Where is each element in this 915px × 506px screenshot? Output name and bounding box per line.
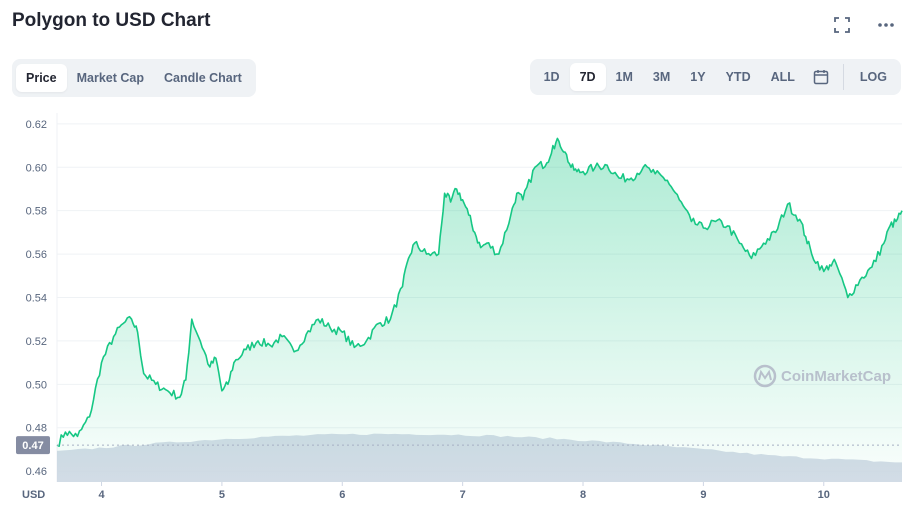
y-tick-label: 0.46	[26, 466, 47, 478]
tab-price[interactable]: Price	[16, 64, 67, 92]
watermark-text: CoinMarketCap	[781, 368, 891, 385]
time-range-tabs: 1D 7D 1M 3M 1Y YTD ALL LOG	[529, 59, 901, 95]
more-icon[interactable]	[875, 14, 897, 36]
tab-candle-chart[interactable]: Candle Chart	[163, 71, 242, 85]
range-1y[interactable]: 1Y	[690, 70, 706, 84]
y-tick-label: 0.58	[26, 206, 47, 218]
x-tick-label: 9	[700, 489, 706, 501]
y-tick-label: 0.50	[26, 379, 47, 391]
log-scale-toggle[interactable]: LOG	[859, 70, 887, 84]
y-tick-label: 0.60	[26, 162, 47, 174]
y-tick-label: 0.62	[26, 119, 47, 131]
range-ytd[interactable]: YTD	[725, 70, 751, 84]
range-3m[interactable]: 3M	[652, 70, 671, 84]
calendar-icon[interactable]	[805, 63, 837, 91]
y-tick-label: 0.52	[26, 336, 47, 348]
x-tick-label: 6	[339, 489, 345, 501]
x-tick-label: 4	[98, 489, 105, 501]
x-tick-label: 8	[580, 489, 586, 501]
x-tick-label: 7	[460, 489, 466, 501]
x-tick-label: 5	[219, 489, 225, 501]
y-tick-label: 0.48	[26, 423, 47, 435]
range-1d[interactable]: 1D	[543, 70, 560, 84]
range-7d[interactable]: 7D	[569, 63, 606, 91]
price-area-fill	[57, 138, 902, 482]
y-axis-label: USD	[22, 489, 45, 501]
current-price-badge-label: 0.47	[22, 440, 43, 452]
page-title: Polygon to USD Chart	[12, 10, 211, 31]
price-line	[56, 137, 903, 447]
range-1m[interactable]: 1M	[615, 70, 633, 84]
chart-toolbar-icons	[831, 14, 897, 36]
x-tick-label: 10	[818, 489, 830, 501]
chart-view-tabs: Price Market Cap Candle Chart	[12, 59, 256, 97]
toolbar-divider	[842, 64, 844, 90]
coinmarketcap-logo-icon	[753, 364, 777, 388]
y-tick-label: 0.54	[26, 293, 47, 305]
tab-market-cap[interactable]: Market Cap	[76, 71, 144, 85]
current-price-badge: 0.47	[16, 436, 50, 455]
y-tick-label: 0.56	[26, 249, 47, 261]
range-all[interactable]: ALL	[770, 70, 795, 84]
fullscreen-icon[interactable]	[831, 14, 853, 36]
watermark: CoinMarketCap	[753, 364, 891, 388]
